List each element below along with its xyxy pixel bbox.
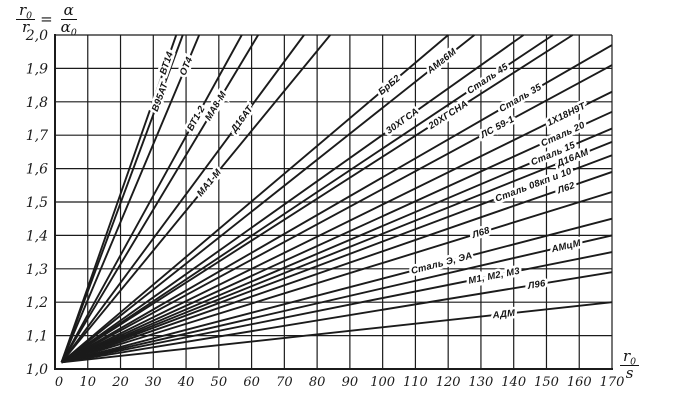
- x-tick-label: 130: [469, 375, 494, 390]
- x-tick-label: 40: [177, 375, 195, 390]
- x-frac-denominator: s: [625, 363, 634, 382]
- material-label: АМцМ: [550, 238, 583, 256]
- equals-sign: =: [40, 10, 53, 29]
- material-line: [61, 234, 613, 364]
- x-tick-label: 100: [370, 375, 395, 390]
- material-line: [61, 251, 613, 364]
- y-tick-label: 1,2: [26, 295, 48, 311]
- material-line: [60, 34, 259, 363]
- x-axis-title: r0 s: [620, 348, 640, 382]
- x-tick-label: 10: [79, 375, 96, 390]
- y-tick-label: 2,0: [25, 28, 48, 44]
- material-line: [60, 34, 449, 364]
- x-axis-fraction: r0 s: [620, 348, 640, 382]
- material-line: [60, 34, 305, 363]
- material-label: ОТ4: [178, 55, 196, 77]
- material-line: [61, 301, 613, 364]
- material-label: МА1-М: [195, 166, 224, 198]
- x-tick-label: 20: [111, 375, 129, 390]
- x-tick-label: 90: [342, 375, 359, 390]
- y-frac-numerator: r0: [16, 2, 36, 20]
- material-line: [60, 34, 184, 363]
- y-tick-label: 1,8: [26, 95, 48, 111]
- material-label: АДМ: [491, 308, 517, 322]
- material-line: [61, 44, 613, 364]
- y-tick-label: 1,9: [26, 61, 48, 77]
- x-tick-label: 30: [145, 375, 162, 390]
- material-line: [61, 271, 613, 364]
- x-tick-label: 50: [211, 375, 228, 390]
- x-frac-numerator: r0: [620, 348, 640, 366]
- x-tick-label: 0: [55, 375, 63, 390]
- material-line: [61, 90, 613, 364]
- y-axis-fraction-left: r0 r: [16, 2, 36, 36]
- y-tick-label: 1,7: [26, 128, 48, 144]
- alpha-numerator: α: [60, 2, 77, 20]
- material-line: [61, 64, 613, 364]
- x-tick-label: 80: [309, 375, 326, 390]
- material-line: [60, 34, 243, 363]
- material-line: [61, 217, 613, 364]
- material-line: [60, 34, 331, 363]
- material-label: Сталь 35: [497, 82, 544, 115]
- y-axis-fraction-right: α α0: [58, 2, 80, 38]
- x-tick-label: 140: [501, 375, 526, 390]
- y-tick-label: 1,4: [26, 228, 48, 244]
- material-line: [61, 140, 613, 364]
- material-line: [61, 171, 613, 364]
- x-tick-label: 170: [600, 375, 625, 390]
- material-line: [61, 34, 525, 364]
- y-tick-label: 1,3: [26, 262, 48, 278]
- material-line: [61, 110, 613, 364]
- y-tick-label: 1,6: [26, 162, 48, 178]
- material-line: [61, 127, 613, 364]
- x-tick-label: 160: [567, 375, 592, 390]
- x-tick-label: 110: [403, 375, 428, 390]
- material-line: [60, 34, 178, 363]
- y-frac-denominator: r: [21, 17, 30, 36]
- material-label: Л68: [470, 225, 492, 241]
- x-tick-label: 120: [436, 375, 461, 390]
- material-label: Л62: [555, 180, 577, 197]
- material-label: Л96: [526, 278, 547, 292]
- material-line: [61, 34, 554, 364]
- x-tick-label: 150: [534, 375, 559, 390]
- x-tick-label: 60: [243, 375, 260, 390]
- material-line: [61, 154, 613, 364]
- material-line: [61, 191, 613, 364]
- y-axis-title: r0 r = α α0: [16, 2, 80, 38]
- material-label: Сталь Э, ЭА: [410, 250, 474, 277]
- material-label: МА8-М: [203, 89, 229, 123]
- alpha-denominator: α0: [60, 17, 77, 38]
- y-tick-label: 1,1: [26, 329, 48, 345]
- material-line: [61, 34, 574, 364]
- material-line: [60, 34, 475, 364]
- y-tick-label: 1,5: [26, 195, 48, 211]
- x-tick-label: 70: [276, 375, 293, 390]
- y-tick-label: 1,0: [26, 362, 48, 378]
- material-line: [60, 34, 201, 363]
